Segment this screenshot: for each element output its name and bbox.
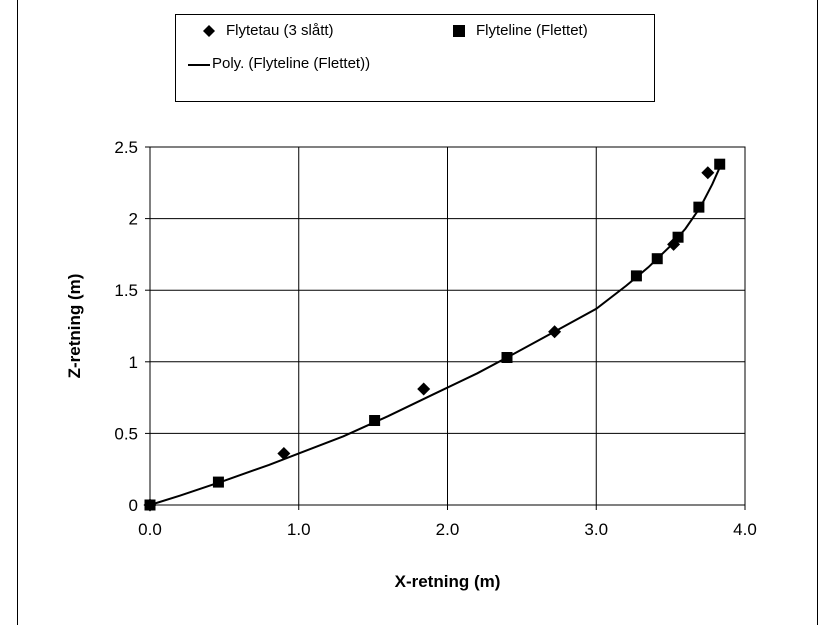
y-tick-label: 1 xyxy=(129,353,138,372)
square-data-point xyxy=(369,415,381,427)
square-marker-icon xyxy=(453,25,465,37)
y-tick-label: 2 xyxy=(129,210,138,229)
x-tick-label: 0.0 xyxy=(138,520,162,539)
square-data-point xyxy=(714,158,726,170)
diamond-data-point xyxy=(548,325,562,339)
legend-label-flytetau: Flytetau (3 slått) xyxy=(226,22,334,39)
diamond-data-point xyxy=(277,446,291,460)
square-data-point xyxy=(630,270,642,282)
diamond-marker-icon xyxy=(203,25,215,37)
legend-label-flyteline: Flyteline (Flettet) xyxy=(476,22,588,39)
square-data-point xyxy=(672,231,684,243)
x-tick-label: 4.0 xyxy=(733,520,757,539)
diamond-data-point xyxy=(417,382,431,396)
y-tick-label: 1.5 xyxy=(114,281,138,300)
y-tick-label: 0 xyxy=(129,496,138,515)
x-tick-label: 2.0 xyxy=(436,520,460,539)
y-axis-label: Z-retning (m) xyxy=(65,274,84,379)
diamond-data-point xyxy=(143,498,157,512)
x-tick-label: 1.0 xyxy=(287,520,311,539)
y-tick-label: 0.5 xyxy=(114,424,138,443)
legend: Flytetau (3 slått) Flyteline (Flettet) P… xyxy=(175,14,655,102)
square-data-point xyxy=(651,253,663,265)
square-data-point xyxy=(212,476,224,488)
trendline-poly-flyteline xyxy=(149,163,723,506)
x-tick-label: 3.0 xyxy=(584,520,608,539)
diamond-data-point xyxy=(701,166,715,180)
chart-frame xyxy=(17,0,818,625)
diamond-data-point xyxy=(667,237,681,251)
legend-label-poly: Poly. (Flyteline (Flettet)) xyxy=(212,55,371,72)
square-data-point xyxy=(501,352,513,364)
x-axis-label: X-retning (m) xyxy=(395,572,501,591)
square-data-point xyxy=(693,201,705,213)
y-tick-label: 2.5 xyxy=(114,138,138,157)
line-marker-icon xyxy=(188,64,210,66)
